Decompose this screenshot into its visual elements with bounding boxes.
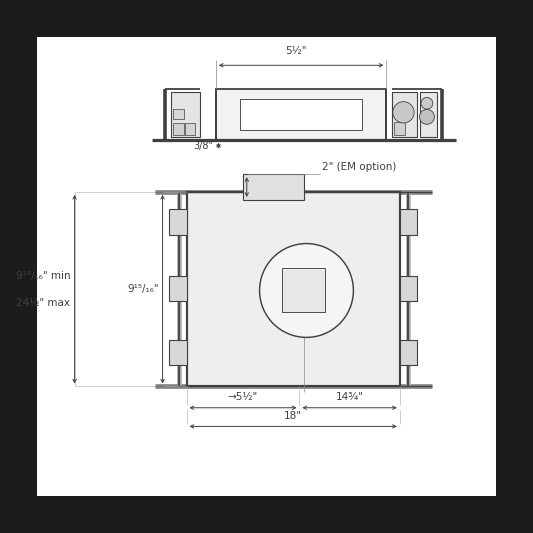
Bar [392,92,417,137]
Bar [187,192,400,386]
Bar [171,92,200,137]
Bar [243,174,304,200]
Text: 9¹⁵/₁₆" min: 9¹⁵/₁₆" min [16,271,70,280]
Text: 5½": 5½" [285,46,306,55]
Bar [216,89,386,140]
Bar [420,92,437,137]
Bar [169,276,187,301]
Text: 9¹⁵/₁₆": 9¹⁵/₁₆" [128,284,159,294]
Bar [394,122,405,135]
Bar [400,209,417,235]
Text: 18": 18" [284,411,302,421]
Circle shape [419,109,434,124]
Text: 24½" max: 24½" max [17,298,70,308]
Bar [173,109,184,118]
Circle shape [393,102,414,123]
Text: →5½": →5½" [228,392,258,402]
Bar [173,123,184,134]
Bar [282,268,325,312]
Circle shape [260,244,353,337]
Bar [169,209,187,235]
Text: 14¾": 14¾" [336,392,364,402]
Circle shape [421,98,433,109]
Bar [400,340,417,365]
Bar [240,99,362,130]
Bar [185,123,195,134]
Bar [400,276,417,301]
Bar [169,340,187,365]
Text: 2" (EM option): 2" (EM option) [322,161,397,172]
Text: 3/8": 3/8" [193,141,213,151]
